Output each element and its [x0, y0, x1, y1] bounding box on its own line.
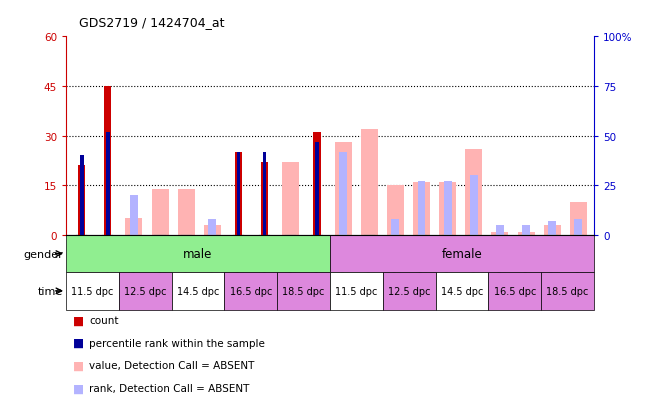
Text: GSM158596: GSM158596: [77, 237, 86, 283]
Bar: [66, 273, 119, 310]
Bar: [383, 273, 436, 310]
Text: female: female: [442, 247, 482, 261]
Text: 14.5 dpc: 14.5 dpc: [177, 286, 219, 296]
Text: rank, Detection Call = ABSENT: rank, Detection Call = ABSENT: [89, 383, 249, 393]
Text: ■: ■: [73, 359, 84, 372]
Text: GSM158620: GSM158620: [391, 237, 400, 283]
Text: 12.5 dpc: 12.5 dpc: [388, 286, 430, 296]
Bar: [315, 142, 319, 235]
Bar: [522, 225, 530, 235]
Bar: [391, 220, 399, 235]
Bar: [570, 202, 587, 235]
Bar: [488, 273, 541, 310]
Bar: [470, 176, 478, 235]
Bar: [330, 273, 383, 310]
Bar: [178, 189, 195, 235]
Bar: [492, 232, 508, 235]
Text: ■: ■: [73, 336, 84, 349]
Text: GSM158626: GSM158626: [521, 237, 531, 283]
Bar: [361, 130, 378, 235]
Bar: [544, 225, 561, 235]
Text: ■: ■: [73, 382, 84, 395]
Text: GSM158621: GSM158621: [417, 237, 426, 283]
Text: GSM158608: GSM158608: [234, 237, 243, 283]
Text: GSM158610: GSM158610: [286, 237, 295, 283]
Bar: [261, 163, 269, 235]
Bar: [235, 153, 242, 235]
Text: GSM158611: GSM158611: [312, 237, 321, 283]
Text: 16.5 dpc: 16.5 dpc: [230, 286, 272, 296]
Bar: [496, 225, 504, 235]
Bar: [209, 220, 216, 235]
Bar: [125, 219, 143, 235]
Bar: [104, 87, 112, 235]
Bar: [152, 189, 168, 235]
Text: gender: gender: [23, 249, 63, 259]
Text: GSM158622: GSM158622: [443, 237, 452, 283]
Bar: [224, 273, 277, 310]
Bar: [106, 132, 110, 235]
Text: 14.5 dpc: 14.5 dpc: [441, 286, 483, 296]
Text: percentile rank within the sample: percentile rank within the sample: [89, 338, 265, 348]
Text: GSM158606: GSM158606: [182, 237, 191, 283]
Text: 16.5 dpc: 16.5 dpc: [494, 286, 536, 296]
Text: GSM158628: GSM158628: [548, 237, 556, 283]
Bar: [335, 143, 352, 235]
Bar: [80, 156, 84, 235]
Bar: [517, 232, 535, 235]
Text: time: time: [38, 286, 63, 296]
Text: GSM158616: GSM158616: [339, 237, 348, 283]
Bar: [282, 163, 299, 235]
Bar: [548, 221, 556, 235]
Text: GSM158618: GSM158618: [365, 237, 374, 283]
Text: GSM158607: GSM158607: [208, 237, 217, 283]
Text: count: count: [89, 315, 119, 325]
Text: GSM158624: GSM158624: [469, 237, 478, 283]
Bar: [465, 150, 482, 235]
Bar: [418, 182, 426, 235]
Text: GSM158604: GSM158604: [156, 237, 164, 283]
Text: 18.5 dpc: 18.5 dpc: [282, 286, 325, 296]
Text: 18.5 dpc: 18.5 dpc: [546, 286, 589, 296]
Text: ■: ■: [73, 313, 84, 327]
Bar: [204, 225, 221, 235]
Bar: [444, 182, 451, 235]
Bar: [330, 235, 594, 273]
Bar: [237, 152, 240, 235]
Text: 12.5 dpc: 12.5 dpc: [124, 286, 166, 296]
Text: GDS2719 / 1424704_at: GDS2719 / 1424704_at: [79, 16, 224, 29]
Bar: [172, 273, 224, 310]
Bar: [66, 235, 330, 273]
Text: male: male: [183, 247, 213, 261]
Bar: [130, 196, 138, 235]
Bar: [78, 166, 85, 235]
Bar: [277, 273, 330, 310]
Text: 11.5 dpc: 11.5 dpc: [71, 286, 114, 296]
Bar: [314, 133, 321, 235]
Text: GSM158630: GSM158630: [574, 237, 583, 283]
Bar: [541, 273, 594, 310]
Text: GSM158602: GSM158602: [129, 237, 139, 283]
Bar: [436, 273, 488, 310]
Bar: [119, 273, 172, 310]
Bar: [574, 220, 582, 235]
Bar: [439, 183, 456, 235]
Text: value, Detection Call = ABSENT: value, Detection Call = ABSENT: [89, 361, 255, 370]
Text: GSM158599: GSM158599: [104, 237, 112, 283]
Bar: [339, 152, 347, 235]
Bar: [387, 186, 404, 235]
Text: GSM158609: GSM158609: [260, 237, 269, 283]
Bar: [413, 183, 430, 235]
Text: 11.5 dpc: 11.5 dpc: [335, 286, 378, 296]
Bar: [263, 152, 267, 235]
Text: GSM158625: GSM158625: [496, 237, 504, 283]
